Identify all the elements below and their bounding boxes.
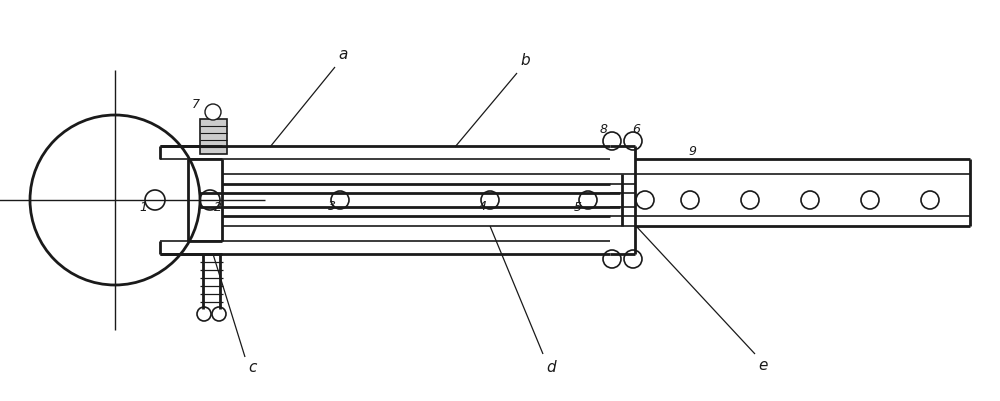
Text: c: c <box>248 359 256 374</box>
Text: 7: 7 <box>192 98 200 111</box>
Text: 1: 1 <box>139 201 147 214</box>
Text: e: e <box>758 357 767 372</box>
Text: b: b <box>520 53 530 68</box>
Circle shape <box>205 105 221 121</box>
Text: 9: 9 <box>688 145 696 158</box>
Text: 8: 8 <box>600 123 608 136</box>
Text: 2: 2 <box>214 201 222 214</box>
Text: d: d <box>546 359 556 374</box>
Text: 3: 3 <box>328 200 336 213</box>
Text: a: a <box>338 47 347 62</box>
Text: 6: 6 <box>632 123 640 136</box>
Text: 5: 5 <box>574 201 582 214</box>
Bar <box>200 120 227 155</box>
Text: 4: 4 <box>479 200 487 213</box>
